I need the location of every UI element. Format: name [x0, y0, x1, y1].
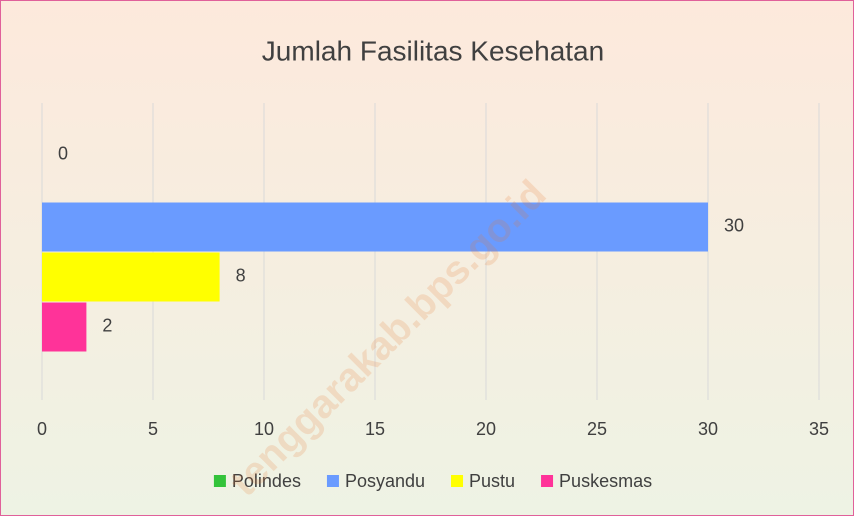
- legend-swatch: [541, 475, 554, 487]
- x-tick-label: 5: [148, 419, 158, 439]
- data-label: 30: [724, 215, 744, 235]
- data-label: 8: [236, 265, 246, 285]
- x-tick-label: 20: [476, 419, 496, 439]
- bar: [42, 202, 708, 252]
- chart-title: Jumlah Fasilitas Kesehatan: [262, 35, 604, 66]
- legend-swatch: [213, 475, 226, 487]
- legend-label: Pustu: [469, 471, 515, 491]
- x-tick-label: 0: [37, 419, 47, 439]
- legend-label: Posyandu: [345, 471, 425, 491]
- legend-swatch: [451, 475, 464, 487]
- legend-swatch: [326, 475, 339, 487]
- x-tick-label: 10: [254, 419, 274, 439]
- bar: [42, 252, 220, 302]
- x-tick-label: 15: [365, 419, 385, 439]
- x-tick-label: 25: [587, 419, 607, 439]
- data-label: 2: [102, 315, 112, 335]
- x-tick-label: 35: [809, 419, 829, 439]
- bar: [42, 302, 87, 352]
- data-label: 0: [58, 143, 68, 163]
- legend-label: Polindes: [232, 471, 301, 491]
- x-tick-label: 30: [698, 419, 718, 439]
- legend-label: Puskesmas: [559, 471, 652, 491]
